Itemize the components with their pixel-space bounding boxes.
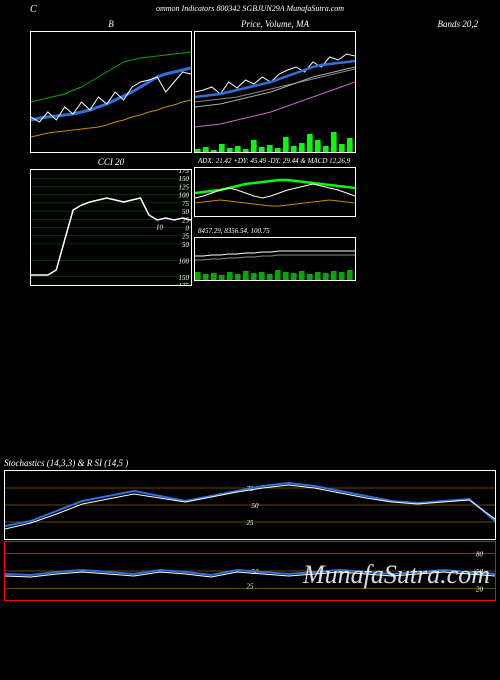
svg-text:50: 50 [182,208,190,216]
svg-text:175: 175 [179,282,190,286]
cci-chart: 1751501251007550250255010015017510 [30,169,192,286]
pivots-text: 8457.29, 8356.54, 100.75 [194,225,356,237]
bollinger-panel: B [30,17,192,153]
bands-label-panel: Bands 20,2 [358,17,488,153]
pivots-chart [194,237,356,281]
svg-text:100: 100 [179,192,190,200]
svg-text:80: 80 [476,551,484,559]
bollinger-chart [30,31,192,153]
svg-text:10: 10 [156,223,164,231]
adx-chart [194,167,356,217]
svg-text:50: 50 [252,502,260,510]
page-header: C ommon Indicators 800342 SGBJUN29A Muna… [0,0,500,17]
svg-text:25: 25 [247,583,255,591]
price-ma-title: Price, Volume, MA [194,17,356,31]
svg-text:25: 25 [182,233,190,241]
svg-text:150: 150 [179,175,190,183]
price-ma-chart [194,31,356,153]
stochastics-chart: 255075 [4,470,496,540]
bands-label: Bands 20,2 [358,17,488,31]
cci-title: CCI 20 [30,155,192,169]
stoch-rsi-title: Stochastics (14,3,3) & R SI (14,5 ) [4,456,500,470]
svg-text:125: 125 [179,183,190,191]
bollinger-title: B [30,17,192,31]
svg-text:175: 175 [179,169,190,175]
adx-macd-header: ADX: 21.42 +DY: 45.49 -DY: 29.44 & MACD … [194,155,356,167]
header-text: ommon Indicators 800342 SGBJUN29A Munafa… [156,4,344,13]
svg-text:75: 75 [182,200,190,208]
svg-text:0: 0 [186,225,190,233]
svg-text:25: 25 [247,519,255,527]
cci-panel: CCI 20 175150125100755025025501001501751… [30,155,192,286]
header-prefix: C [30,4,37,15]
svg-text:20: 20 [476,585,484,593]
adx-pivot-column: ADX: 21.42 +DY: 45.49 -DY: 29.44 & MACD … [194,155,356,286]
svg-text:150: 150 [179,274,190,282]
svg-text:100: 100 [179,257,190,265]
rsi-chart: 8050202550 [4,541,496,601]
price-ma-panel: Price, Volume, MA [194,17,356,153]
svg-text:50: 50 [182,241,190,249]
